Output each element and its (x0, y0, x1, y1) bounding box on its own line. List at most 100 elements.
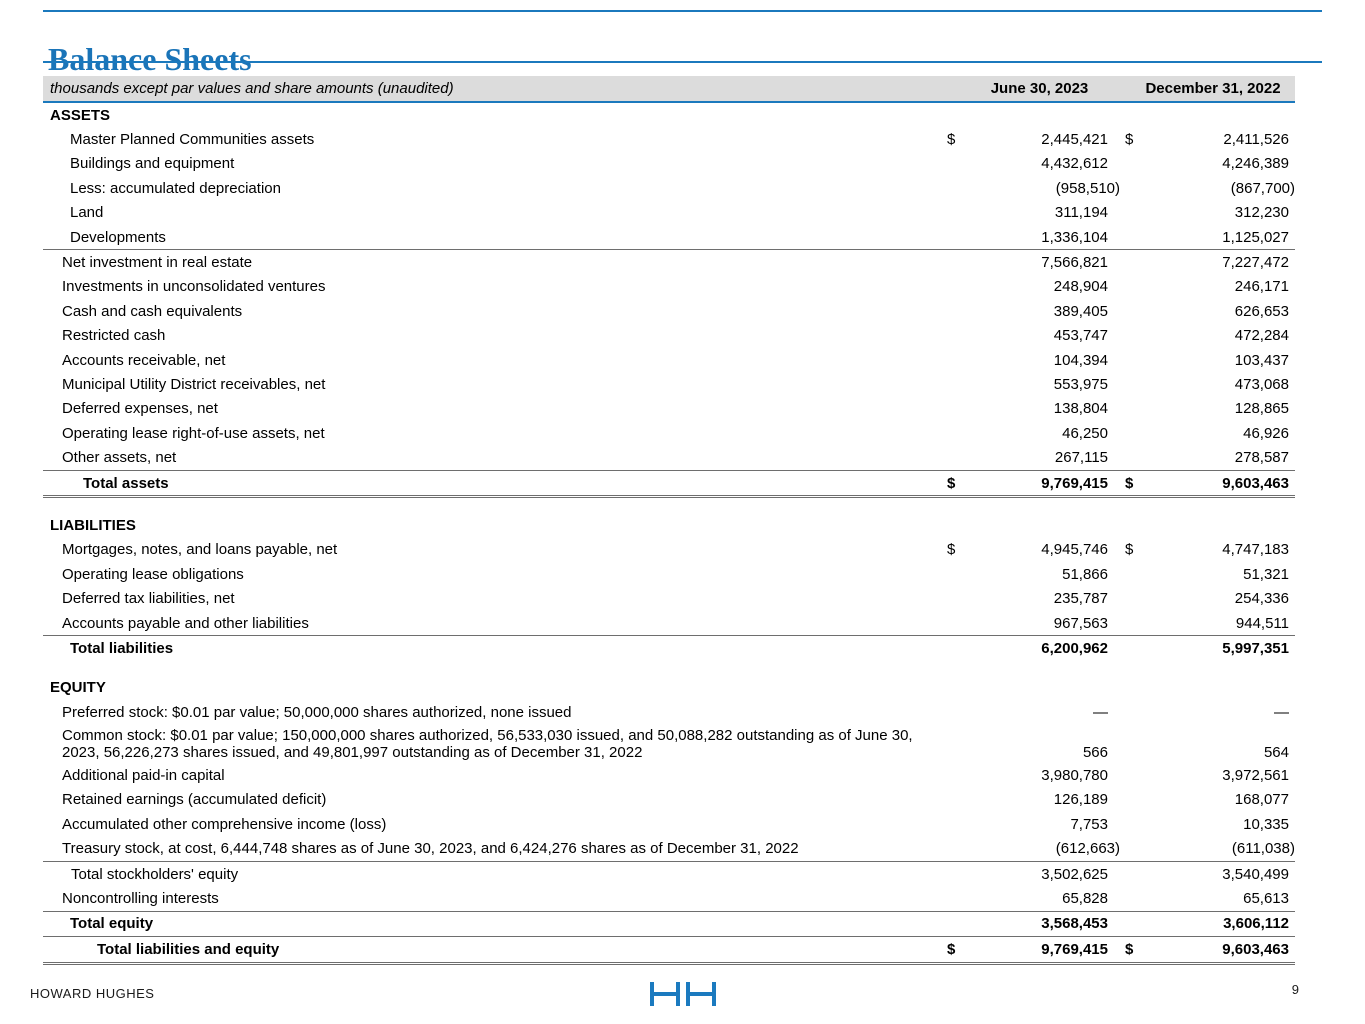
value-december-31-2022: 254,336 (1234, 590, 1289, 608)
value-june-30-2023: 4,945,746 (1041, 541, 1108, 559)
row-label: Master Planned Communities assets (70, 131, 315, 149)
row-label: Less: accumulated depreciation (70, 179, 281, 197)
value-december-31-2022: 4,747,183 (1222, 541, 1289, 559)
value-december-31-2022: 5,997,351 (1222, 639, 1289, 657)
value-december-31-2022: 312,230 (1234, 204, 1289, 222)
row-label: Land (70, 204, 104, 222)
table-row: Restricted cash 453,747 472,284 (43, 324, 1295, 348)
row-label: Buildings and equipment (70, 155, 235, 173)
row-label: Accounts receivable, net (62, 351, 226, 369)
row-label: Cash and cash equivalents (62, 302, 243, 320)
row-label: Operating lease obligations (62, 565, 244, 583)
row-label: Retained earnings (accumulated deficit) (62, 791, 327, 809)
value-december-31-2022: 128,865 (1234, 400, 1289, 418)
table-row: Buildings and equipment 4,432,612 4,246,38… (43, 152, 1295, 176)
table-row: Operating lease right-of-use assets, net… (43, 421, 1295, 445)
table-row: Less: accumulated depreciation (958,510) (… (43, 176, 1295, 200)
value-june-30-2023: 6,200,962 (1041, 639, 1108, 657)
value-june-30-2023: 2,445,421 (1041, 131, 1108, 149)
dollar-sign-col1: $ (947, 131, 956, 149)
value-december-31-2022: 472,284 (1234, 327, 1289, 345)
table-row: Total equity 3,568,453 3,606,112 (43, 910, 1295, 938)
value-june-30-2023: 553,975 (1053, 375, 1108, 393)
value-june-30-2023: 9,769,415 (1041, 474, 1108, 492)
row-label: Total assets (83, 474, 169, 492)
table-row: Other assets, net 267,115 278,587 (43, 445, 1295, 469)
dollar-sign-col1: $ (947, 474, 956, 492)
howard-hughes-hh-logo (650, 982, 716, 1011)
table-header-band: thousands except par values and share am… (43, 76, 1295, 103)
dollar-sign-col2: $ (1125, 940, 1134, 958)
row-label: Net investment in real estate (62, 254, 253, 272)
value-june-30-2023: 7,753 (1070, 815, 1108, 833)
row-label: Investments in unconsolidated ventures (62, 278, 326, 296)
table-row: Total liabilities 6,200,962 5,997,351 (43, 635, 1295, 660)
row-label: Mortgages, notes, and loans payable, net (62, 541, 338, 559)
table-row: Accounts payable and other liabilities 96… (43, 611, 1295, 635)
table-row: Investments in unconsolidated ventures 24… (43, 275, 1295, 299)
value-december-31-2022: 944,511 (1235, 614, 1289, 632)
row-label: Operating lease right-of-use assets, net (62, 424, 325, 442)
row-label: Deferred expenses, net (62, 400, 218, 418)
value-june-30-2023: (958,510) (1055, 179, 1120, 197)
row-label: Additional paid-in capital (62, 767, 225, 785)
value-december-31-2022: 278,587 (1234, 449, 1289, 467)
value-june-30-2023: 389,405 (1053, 302, 1108, 320)
row-label: ASSETS (50, 106, 111, 124)
value-december-31-2022: 3,972,561 (1222, 767, 1289, 785)
row-label: Common stock: $0.01 par value; 150,000,0… (62, 727, 913, 762)
row-label: LIABILITIES (50, 516, 136, 534)
table-row: Municipal Utility District receivables, … (43, 372, 1295, 396)
column-header-june-30-2023: June 30, 2023 (990, 80, 1089, 97)
table-row: Net investment in real estate 7,566,821 7,… (43, 250, 1295, 274)
value-december-31-2022: 2,411,526 (1223, 131, 1289, 149)
value-june-30-2023: 104,394 (1053, 351, 1108, 369)
value-december-31-2022: 246,171 (1234, 278, 1289, 296)
table-row: Accumulated other comprehensive income (… (43, 812, 1295, 836)
row-label: Deferred tax liabilities, net (62, 590, 235, 608)
table-row: Preferred stock: $0.01 par value; 50,000… (43, 700, 1295, 724)
value-june-30-2023: 9,769,415 (1041, 940, 1108, 958)
table-row: Deferred tax liabilities, net 235,787 254,… (43, 586, 1295, 610)
page-number: 9 (1291, 982, 1299, 997)
value-december-31-2022: 9,603,463 (1222, 940, 1289, 958)
dollar-sign-col1: $ (947, 940, 956, 958)
row-label: Total equity (70, 915, 154, 933)
value-june-30-2023: (612,663) (1055, 840, 1120, 858)
value-june-30-2023: 51,866 (1062, 565, 1108, 583)
value-june-30-2023: 248,904 (1053, 278, 1108, 296)
value-december-31-2022: 7,227,472 (1222, 254, 1289, 272)
table-row: ASSETS (43, 103, 1295, 127)
value-december-31-2022: (611,038) (1231, 840, 1295, 858)
dollar-sign-col2: $ (1125, 131, 1134, 149)
table-row: Total liabilities and equity $9,769,415 $9… (43, 937, 1295, 965)
value-june-30-2023: 126,189 (1053, 791, 1108, 809)
section-spacer (43, 498, 1295, 513)
table-row: Land 311,194 312,230 (43, 201, 1295, 225)
table-row: Noncontrolling interests 65,828 65,613 (43, 886, 1295, 910)
row-label: Total liabilities (70, 639, 174, 657)
table-row: Accounts receivable, net 104,394 103,437 (43, 348, 1295, 372)
value-june-30-2023: 3,568,453 (1041, 915, 1108, 933)
value-december-31-2022: 9,603,463 (1222, 474, 1289, 492)
row-label: Accounts payable and other liabilities (62, 614, 309, 632)
row-label: Total liabilities and equity (97, 940, 280, 958)
section-spacer (43, 661, 1295, 676)
table-row: Total assets $9,769,415 $9,603,463 (43, 469, 1295, 499)
value-december-31-2022: (867,700) (1230, 179, 1295, 197)
table-row: Master Planned Communities assets $2,445,… (43, 127, 1295, 151)
dollar-sign-col1: $ (947, 541, 956, 559)
table-row: Developments 1,336,104 1,125,027 (43, 225, 1295, 251)
table-row: Retained earnings (accumulated deficit) 1… (43, 788, 1295, 812)
value-december-31-2022: 10,335 (1243, 815, 1289, 833)
table-row: Additional paid-in capital 3,980,780 3,972… (43, 763, 1295, 787)
row-label: Noncontrolling interests (62, 890, 219, 908)
table-caption: thousands except par values and share am… (50, 80, 454, 97)
row-label: Preferred stock: $0.01 par value; 50,000… (62, 703, 572, 721)
row-label: Total stockholders' equity (71, 865, 239, 883)
value-june-30-2023: 311,194 (1054, 204, 1108, 222)
page-title: Balance Sheets (48, 41, 252, 78)
table-row: Mortgages, notes, and loans payable, net… (43, 538, 1295, 562)
table-row: Common stock: $0.01 par value; 150,000,0… (43, 724, 1295, 763)
value-june-30-2023: — (1093, 703, 1108, 721)
